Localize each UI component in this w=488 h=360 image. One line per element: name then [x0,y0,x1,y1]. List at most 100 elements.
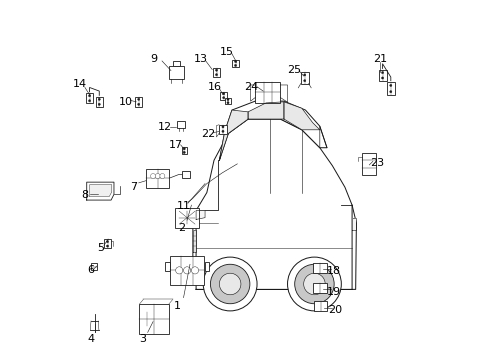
Polygon shape [247,102,284,119]
Circle shape [226,98,228,100]
Circle shape [303,80,305,82]
Circle shape [222,130,224,132]
Circle shape [191,267,198,274]
Text: 1: 1 [174,301,181,311]
Bar [224,98,231,104]
Bar [212,68,220,77]
Circle shape [160,174,164,179]
Polygon shape [192,230,196,252]
Circle shape [106,240,108,243]
Bar [182,171,190,178]
Text: 25: 25 [286,64,301,75]
Bar [204,262,208,271]
Bar [146,169,169,188]
Bar [312,263,326,273]
Text: 21: 21 [372,54,386,64]
Bar [170,256,203,285]
Circle shape [88,100,90,102]
Circle shape [155,174,160,179]
Text: 23: 23 [369,158,384,168]
Circle shape [294,264,333,304]
Text: 22: 22 [201,129,215,139]
Circle shape [98,103,100,105]
Bar [220,92,226,100]
Text: 2: 2 [178,224,185,233]
Circle shape [222,93,224,95]
Circle shape [150,174,155,179]
Bar [312,283,326,293]
Text: 11: 11 [176,201,190,211]
Text: 6: 6 [87,265,94,275]
Bar [96,97,102,107]
Text: 7: 7 [130,182,137,192]
Text: 10: 10 [119,97,133,107]
Circle shape [234,64,236,67]
Text: 20: 20 [327,305,341,315]
Text: 24: 24 [244,82,258,93]
Text: 14: 14 [73,79,87,89]
Bar [181,147,186,154]
Circle shape [137,103,140,105]
Text: 13: 13 [193,54,207,64]
Bar [362,153,376,175]
Circle shape [381,77,383,79]
Circle shape [389,84,391,86]
Circle shape [219,273,241,295]
Bar [255,82,280,103]
Bar [135,97,142,107]
Bar [104,239,111,248]
Circle shape [175,267,183,274]
Circle shape [88,95,90,97]
Circle shape [183,151,185,153]
Text: 15: 15 [220,46,234,57]
Polygon shape [351,218,356,230]
Text: 4: 4 [87,333,94,343]
Bar [231,59,239,67]
Circle shape [389,91,391,93]
Circle shape [137,98,140,100]
Bar [86,93,93,103]
Circle shape [203,257,257,311]
Bar [386,82,394,95]
Bar [378,70,386,81]
Bar [313,301,326,311]
Bar [219,125,226,134]
Circle shape [234,60,236,63]
Circle shape [222,126,224,128]
Text: 5: 5 [97,243,103,253]
Text: 18: 18 [325,266,340,276]
Polygon shape [196,211,204,220]
Circle shape [303,273,325,295]
Text: 3: 3 [139,333,145,343]
Polygon shape [219,101,326,160]
Polygon shape [89,185,112,197]
Bar [165,262,169,271]
Bar [175,208,198,228]
Circle shape [222,96,224,99]
Polygon shape [284,102,319,130]
Circle shape [183,148,185,150]
Polygon shape [196,119,351,289]
Circle shape [381,72,383,74]
Polygon shape [219,110,247,160]
Text: 12: 12 [158,122,172,132]
Text: 17: 17 [168,140,183,150]
Bar [168,66,183,79]
Circle shape [215,69,217,71]
Circle shape [303,74,305,76]
Circle shape [106,245,108,247]
Text: 8: 8 [81,190,88,200]
Circle shape [287,257,341,311]
Text: 9: 9 [150,54,157,64]
Bar [300,72,308,84]
Polygon shape [86,182,114,200]
Circle shape [215,73,217,76]
Circle shape [183,267,190,274]
Bar [172,61,180,66]
Bar [91,263,96,270]
Circle shape [226,102,228,104]
Bar [176,121,184,128]
Circle shape [98,98,100,100]
Text: 19: 19 [325,287,340,297]
Bar [139,304,168,334]
